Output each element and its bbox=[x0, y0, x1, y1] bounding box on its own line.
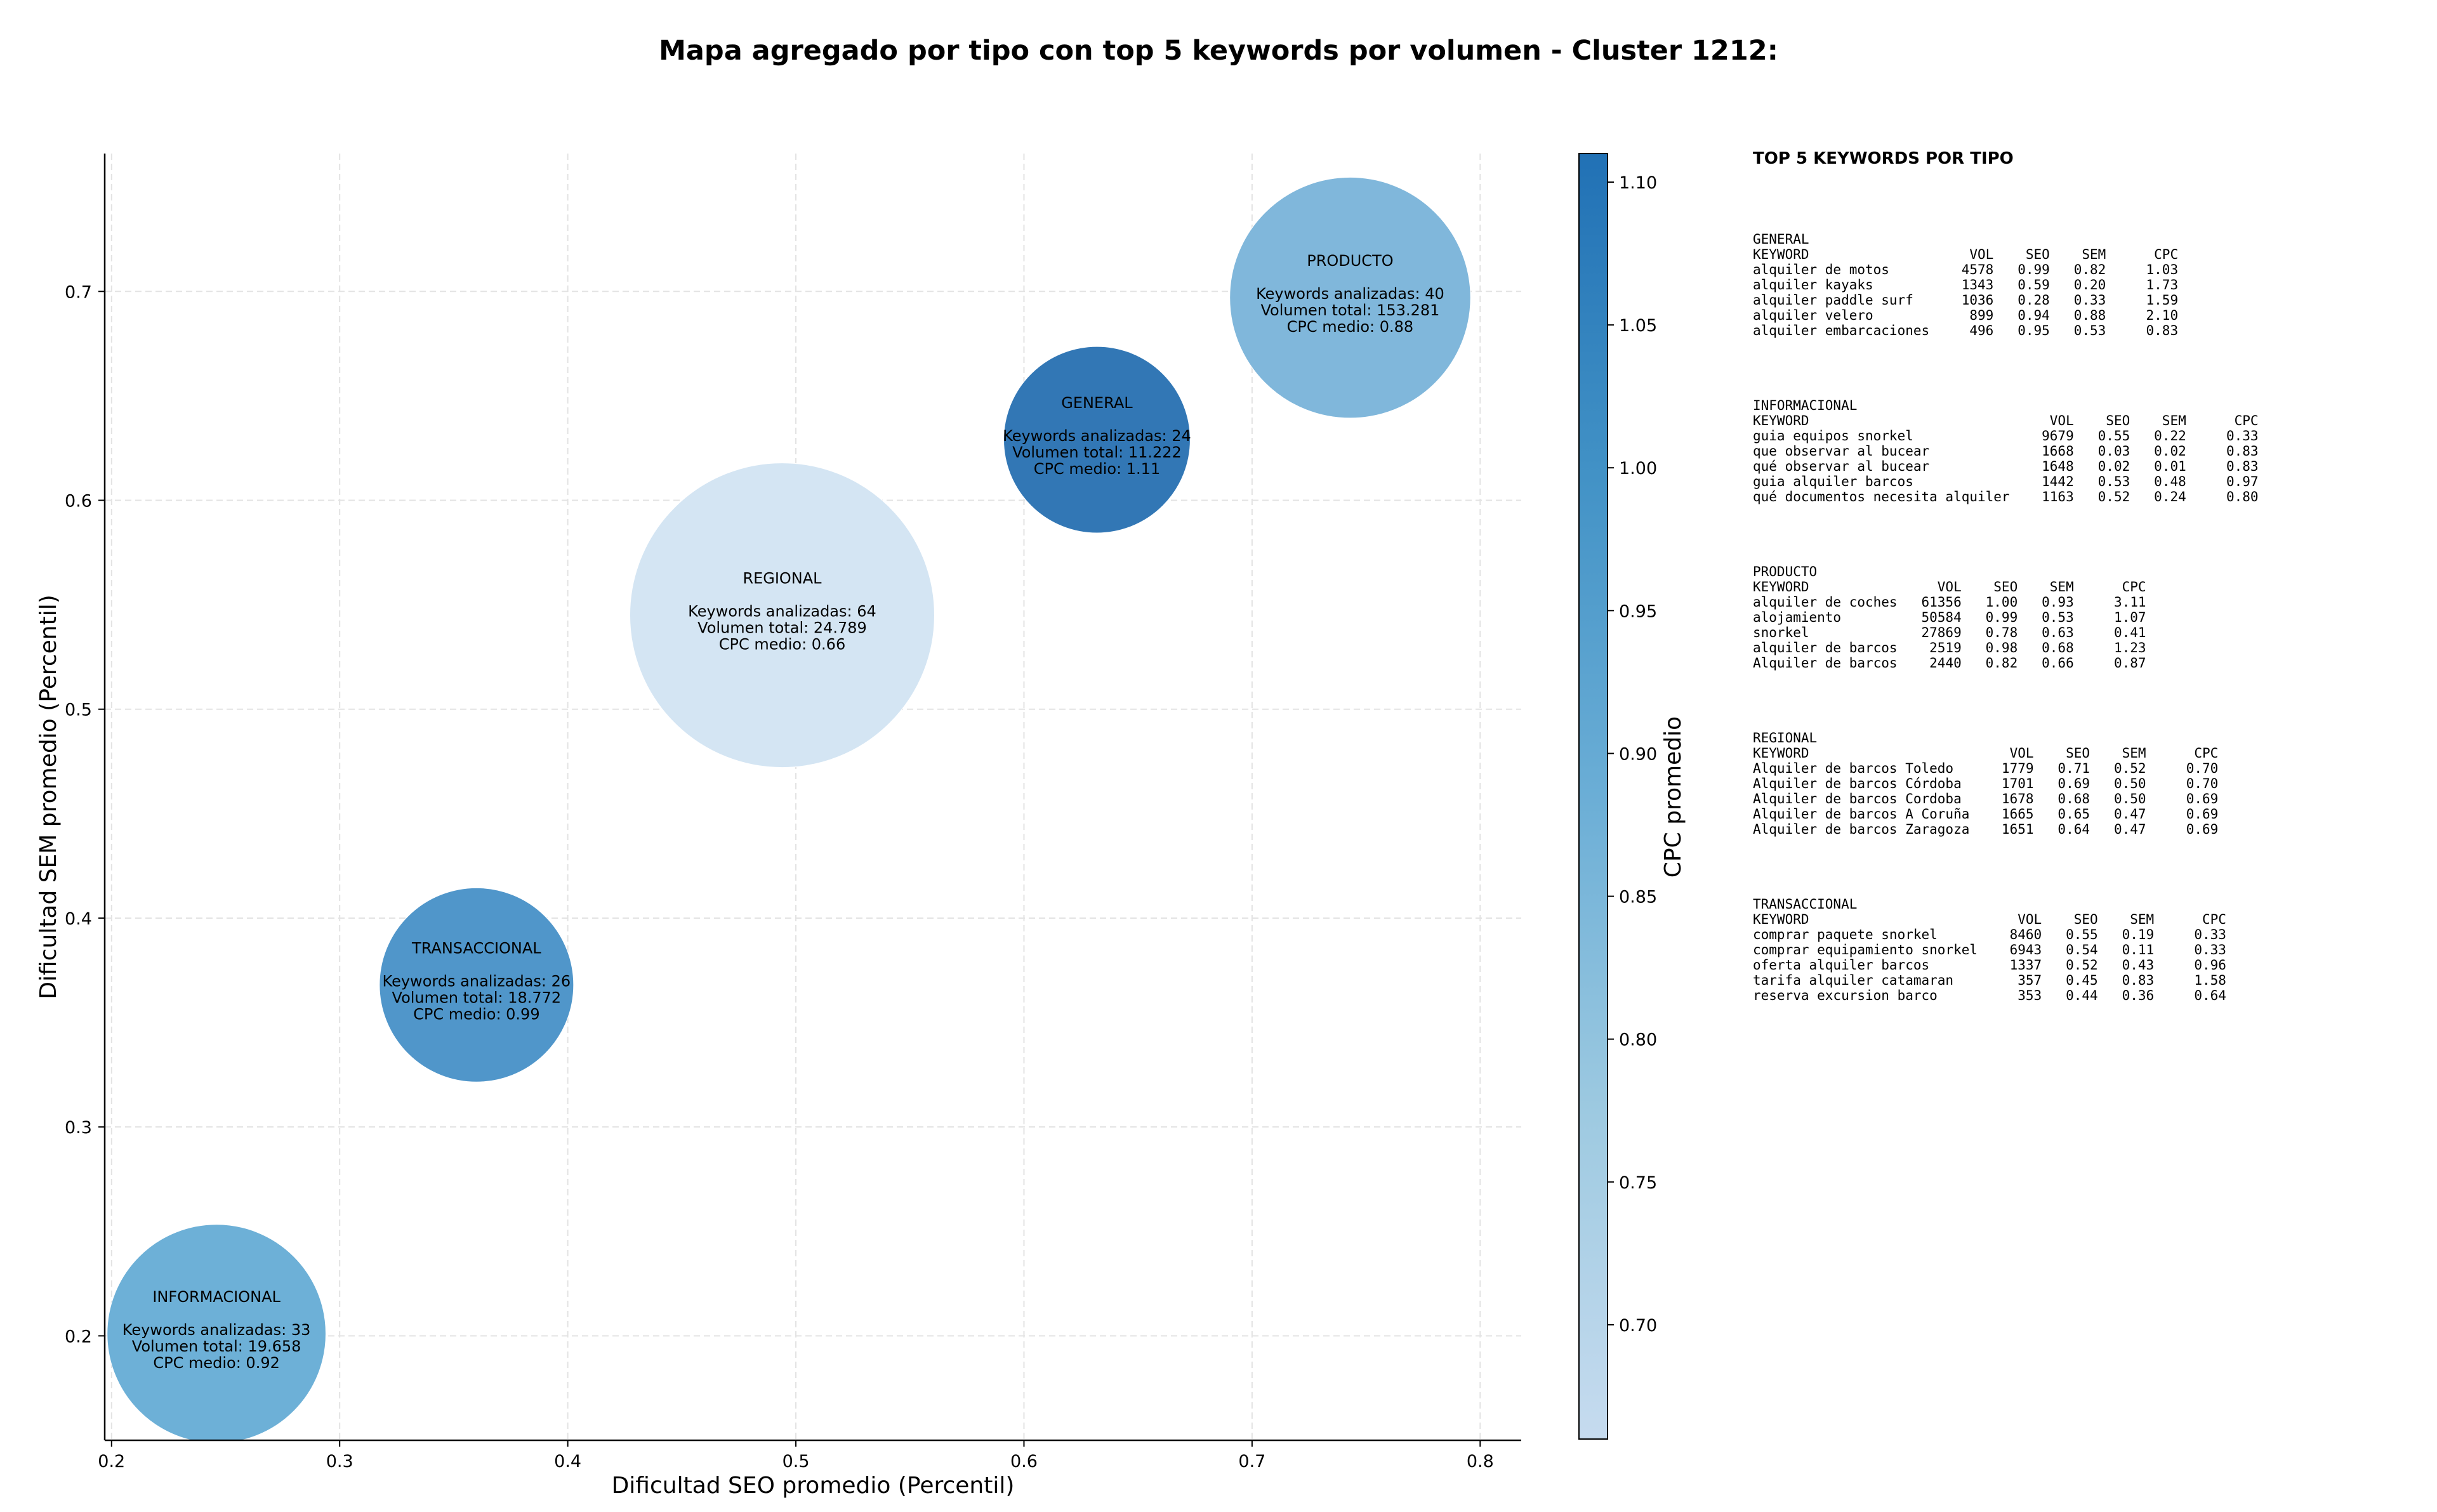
bubble-label: CPC medio: 0.99 bbox=[413, 1005, 540, 1023]
bubble-label: CPC medio: 0.92 bbox=[153, 1354, 280, 1372]
colorbar: 0.70 0.75 0.80 0.85 0.90 0.95 1.00 1.05 1.10 bbox=[1578, 153, 1657, 1440]
bubble-label: CPC medio: 1.11 bbox=[1034, 460, 1161, 478]
bubble-producto bbox=[1229, 176, 1471, 419]
chart-title: Mapa agregado por tipo con top 5 keyword… bbox=[659, 35, 1778, 67]
bubble-label: Volumen total: 18.772 bbox=[392, 989, 562, 1006]
keyword-table-general: GENERAL KEYWORD VOL SEO SEM CPC alquiler… bbox=[1753, 232, 2179, 338]
colorbar-tick-label: 0.80 bbox=[1619, 1030, 1657, 1050]
keyword-group-general: GENERAL KEYWORD VOL SEO SEM CPC alquiler… bbox=[1753, 232, 2426, 338]
y-tick-label: 0.3 bbox=[65, 1118, 92, 1138]
colorbar-tick-label: 0.95 bbox=[1619, 602, 1657, 621]
axes: 0.2 0.3 0.4 0.5 0.6 0.7 0.8 0.2 0.3 0.4 0.5 0.6 0.7 bbox=[65, 154, 1521, 1471]
x-tick-label: 0.2 bbox=[98, 1452, 125, 1471]
bubble-label: CPC medio: 0.66 bbox=[719, 636, 846, 654]
bubble-transaccional bbox=[379, 887, 574, 1082]
x-tick-label: 0.8 bbox=[1467, 1452, 1494, 1471]
bubble-label: Volumen total: 11.222 bbox=[1012, 444, 1182, 461]
keyword-group-regional: REGIONAL KEYWORD VOL SEO SEM CPC Alquile… bbox=[1753, 730, 2426, 837]
keyword-table-transaccional: TRANSACCIONAL KEYWORD VOL SEO SEM CPC co… bbox=[1753, 897, 2226, 1003]
colorbar-tick-label: 1.10 bbox=[1619, 173, 1657, 193]
y-axis-label: Dificultad SEM promedio (Percentil) bbox=[36, 595, 62, 999]
x-tick-label: 0.5 bbox=[783, 1452, 810, 1471]
bubble-label: REGIONAL bbox=[743, 570, 822, 588]
bubble-informacional bbox=[107, 1224, 326, 1440]
keyword-table-regional: REGIONAL KEYWORD VOL SEO SEM CPC Alquile… bbox=[1753, 730, 2219, 837]
y-tick-label: 0.6 bbox=[65, 492, 92, 511]
bubble-label: Volumen total: 153.281 bbox=[1260, 301, 1439, 319]
bubble-label: GENERAL bbox=[1061, 394, 1133, 412]
x-tick-label: 0.4 bbox=[554, 1452, 581, 1471]
bubble-label: Keywords analizadas: 33 bbox=[122, 1321, 311, 1339]
bubble-regional bbox=[629, 463, 935, 768]
bubbles bbox=[107, 176, 1471, 1440]
bubble-label: Volumen total: 24.789 bbox=[697, 619, 867, 637]
keyword-group-producto: PRODUCTO KEYWORD VOL SEO SEM CPC alquile… bbox=[1753, 564, 2426, 671]
colorbar-label: CPC promedio bbox=[1660, 716, 1686, 878]
y-tick-label: 0.2 bbox=[65, 1327, 92, 1346]
keyword-table-producto: PRODUCTO KEYWORD VOL SEO SEM CPC alquile… bbox=[1753, 564, 2146, 671]
colorbar-tick-label: 0.90 bbox=[1619, 744, 1657, 764]
keywords-panel: TOP 5 KEYWORDS POR TIPO GENERAL KEYWORD … bbox=[1753, 149, 2426, 1063]
bubble-label: Keywords analizadas: 24 bbox=[1003, 427, 1191, 445]
bubble-label: Keywords analizadas: 64 bbox=[688, 603, 876, 621]
bubble-label: Keywords analizadas: 26 bbox=[383, 972, 571, 990]
x-axis-label: Dificultad SEO promedio (Percentil) bbox=[612, 1473, 1015, 1499]
x-tick-label: 0.3 bbox=[326, 1452, 353, 1471]
bubble-label: Keywords analizadas: 40 bbox=[1256, 285, 1444, 303]
x-tick-label: 0.6 bbox=[1010, 1452, 1038, 1471]
colorbar-tick-label: 0.70 bbox=[1619, 1316, 1657, 1336]
colorbar-tick-label: 0.75 bbox=[1619, 1173, 1657, 1193]
y-tick-label: 0.4 bbox=[65, 909, 92, 929]
bubble-label: PRODUCTO bbox=[1307, 252, 1393, 270]
bubble-general bbox=[1003, 346, 1191, 534]
colorbar-tick-label: 1.05 bbox=[1619, 316, 1657, 336]
keywords-panel-title: TOP 5 KEYWORDS POR TIPO bbox=[1753, 149, 2014, 168]
colorbar-tick-label: 0.85 bbox=[1619, 888, 1657, 907]
keyword-group-informacional: INFORMACIONAL KEYWORD VOL SEO SEM CPC gu… bbox=[1753, 398, 2426, 504]
keyword-table-informacional: INFORMACIONAL KEYWORD VOL SEO SEM CPC gu… bbox=[1753, 398, 2259, 504]
y-tick-label: 0.7 bbox=[65, 282, 92, 302]
y-tick-label: 0.5 bbox=[65, 700, 92, 720]
keyword-group-transaccional: TRANSACCIONAL KEYWORD VOL SEO SEM CPC co… bbox=[1753, 897, 2426, 1003]
bubble-label: CPC medio: 0.88 bbox=[1287, 318, 1414, 336]
colorbar-gradient bbox=[1578, 153, 1608, 1440]
bubble-label: INFORMACIONAL bbox=[152, 1288, 281, 1306]
bubble-label: TRANSACCIONAL bbox=[411, 939, 541, 957]
colorbar-tick-label: 1.00 bbox=[1619, 459, 1657, 478]
x-tick-label: 0.7 bbox=[1238, 1452, 1265, 1471]
bubble-label: Volumen total: 19.658 bbox=[132, 1338, 301, 1355]
